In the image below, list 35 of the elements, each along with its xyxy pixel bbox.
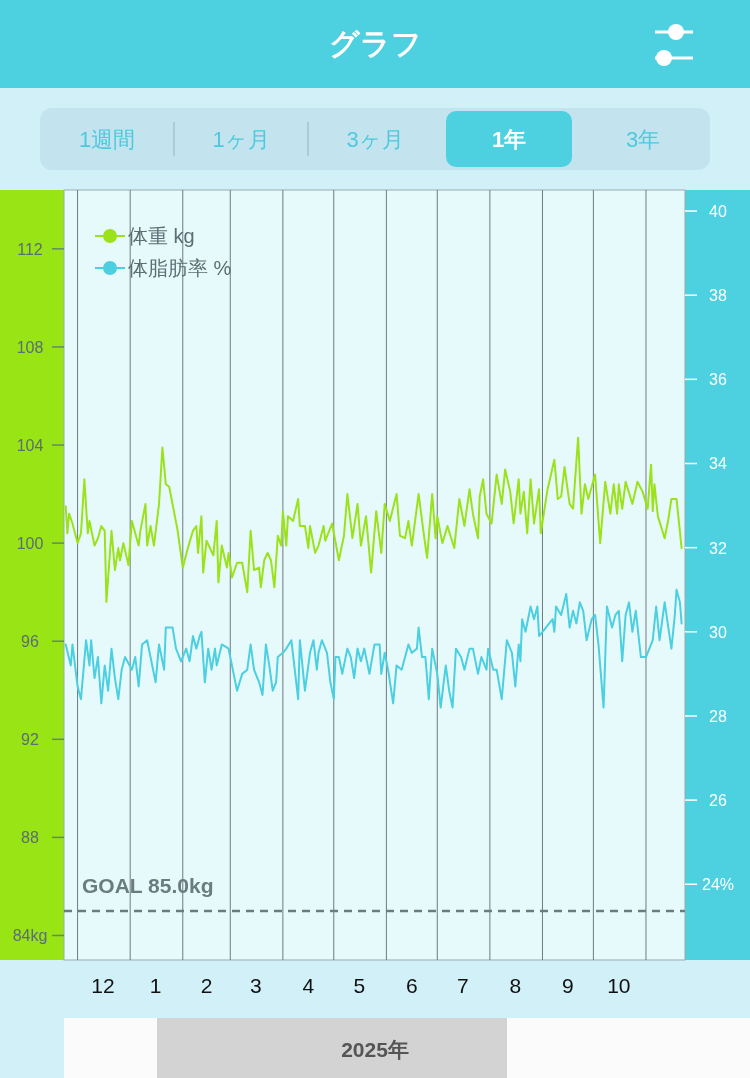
y2-tick-label: 36 xyxy=(709,371,727,389)
x-tick-label: 3 xyxy=(249,974,262,997)
text: 1年 xyxy=(491,127,527,152)
y2-tick-label: 32 xyxy=(709,539,727,557)
y2-tick-label: 28 xyxy=(709,707,727,725)
y-tick-label: 92 xyxy=(21,731,39,749)
y-tick-label: 108 xyxy=(16,338,44,356)
y-tick-label: 88 xyxy=(21,829,39,847)
y2-tick-label: 40 xyxy=(709,203,727,221)
x-tick-label: 2 xyxy=(200,974,213,997)
y-tick-label: 104 xyxy=(16,437,44,455)
x-tick-label: 7 xyxy=(456,974,469,997)
text: 1週間 xyxy=(78,127,136,152)
x-tick-label: 6 xyxy=(405,974,418,997)
x-tick-label: 12 xyxy=(91,974,115,997)
x-tick-label: 4 xyxy=(302,974,315,997)
y-tick-label: 84kg xyxy=(12,927,48,945)
title: グラフ xyxy=(328,27,422,60)
x-tick-label: 1 xyxy=(149,974,162,997)
x-tick-label: 10 xyxy=(607,974,631,997)
y2-tick-label: 30 xyxy=(709,623,727,641)
text: 1ヶ月 xyxy=(212,127,270,152)
text: 3年 xyxy=(625,127,661,152)
x-tick-label: 5 xyxy=(353,974,366,997)
y2-tick-label: 38 xyxy=(709,287,727,305)
y2-tick-label: 26 xyxy=(709,792,727,810)
y-tick-label: 96 xyxy=(21,633,39,651)
text: 3ヶ月 xyxy=(346,127,404,152)
y-tick-label: 112 xyxy=(17,240,43,258)
y2-tick-label: 34 xyxy=(709,455,727,473)
x-tick-label: 9 xyxy=(562,974,574,997)
x-axis-title: 2025年 xyxy=(341,1038,409,1061)
y-tick-label: 100 xyxy=(16,535,44,553)
y2-tick-label: 24% xyxy=(701,876,735,894)
x-tick-label: 8 xyxy=(509,974,522,997)
